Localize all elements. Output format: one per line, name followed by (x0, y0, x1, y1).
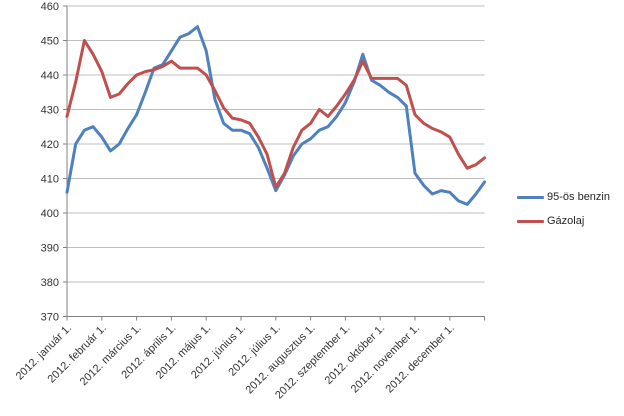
series-line-1 (65, 39, 487, 189)
y-tick-label: 440 (41, 70, 59, 82)
legend-line-gazolaj-icon (517, 220, 544, 223)
y-tick-label: 390 (41, 243, 59, 255)
y-tick-label: 460 (41, 1, 59, 13)
legend-label-benzin: 95-ös benzin (547, 191, 610, 203)
y-tick-label: 380 (41, 277, 59, 289)
y-tick-label: 370 (41, 312, 59, 324)
series-line-0 (65, 25, 487, 206)
y-tick-label: 420 (41, 139, 59, 151)
legend-item-benzin: 95-ös benzin (517, 190, 610, 205)
x-tick-label: 2012. március 1. (78, 322, 144, 388)
x-tick-label: 2012. december 1. (384, 322, 457, 395)
legend-line-benzin-icon (517, 196, 544, 199)
legend-item-gazolaj: Gázolaj (517, 214, 610, 229)
y-tick-label: 410 (41, 174, 59, 186)
legend-label-gazolaj: Gázolaj (547, 215, 585, 227)
legend: 95-ös benzin Gázolaj (517, 190, 610, 238)
y-tick-label: 450 (41, 36, 59, 48)
y-tick-label: 430 (41, 105, 59, 117)
x-tick-label: 2012. október 1. (323, 322, 388, 387)
y-tick-label: 400 (41, 208, 59, 220)
